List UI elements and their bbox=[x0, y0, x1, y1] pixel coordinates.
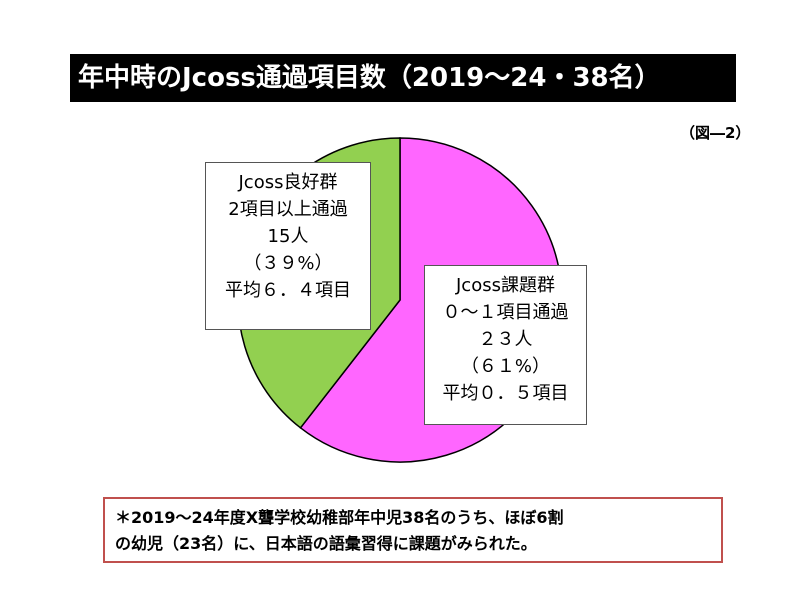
issue-label-line: Jcoss課題群 bbox=[456, 275, 555, 296]
good-label-line: （３９%） bbox=[243, 253, 333, 274]
label-box-issue: Jcoss課題群 ０～１項目通過 ２３人 （６１%） 平均０．５項目 bbox=[424, 265, 587, 425]
label-box-good: Jcoss良好群 2項目以上通過 15人 （３９%） 平均６．４項目 bbox=[205, 162, 371, 330]
figure-label: （図―2） bbox=[680, 124, 751, 142]
footnote-line: ＊2019～24年度X聾学校幼稚部年中児38名のうち、ほぼ6割 bbox=[115, 508, 564, 527]
good-label-line: 15人 bbox=[267, 226, 309, 247]
good-label-line: Jcoss良好群 bbox=[238, 172, 338, 193]
good-label-line: 2項目以上通過 bbox=[228, 199, 348, 220]
chart-title: 年中時のJcoss通過項目数（2019～24・38名） bbox=[70, 54, 736, 102]
issue-label-line: 平均０．５項目 bbox=[442, 383, 569, 404]
footnote-line: の幼児（23名）に、日本語の語彙習得に課題がみられた。 bbox=[115, 534, 537, 553]
issue-label-line: ０～１項目通過 bbox=[442, 302, 569, 323]
issue-label-line: ２３人 bbox=[478, 329, 533, 350]
issue-label-line: （６１%） bbox=[460, 356, 551, 377]
good-label-line: 平均６．４項目 bbox=[225, 280, 351, 301]
footnote-box: ＊2019～24年度X聾学校幼稚部年中児38名のうち、ほぼ6割 の幼児（23名）… bbox=[103, 497, 723, 563]
